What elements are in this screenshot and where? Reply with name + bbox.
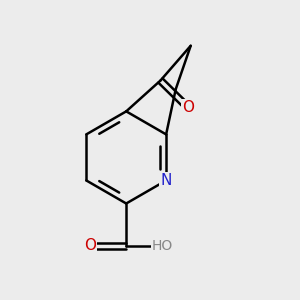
Text: O: O [182, 100, 194, 116]
Text: N: N [160, 173, 172, 188]
Text: HO: HO [152, 239, 173, 253]
Text: O: O [84, 238, 96, 253]
